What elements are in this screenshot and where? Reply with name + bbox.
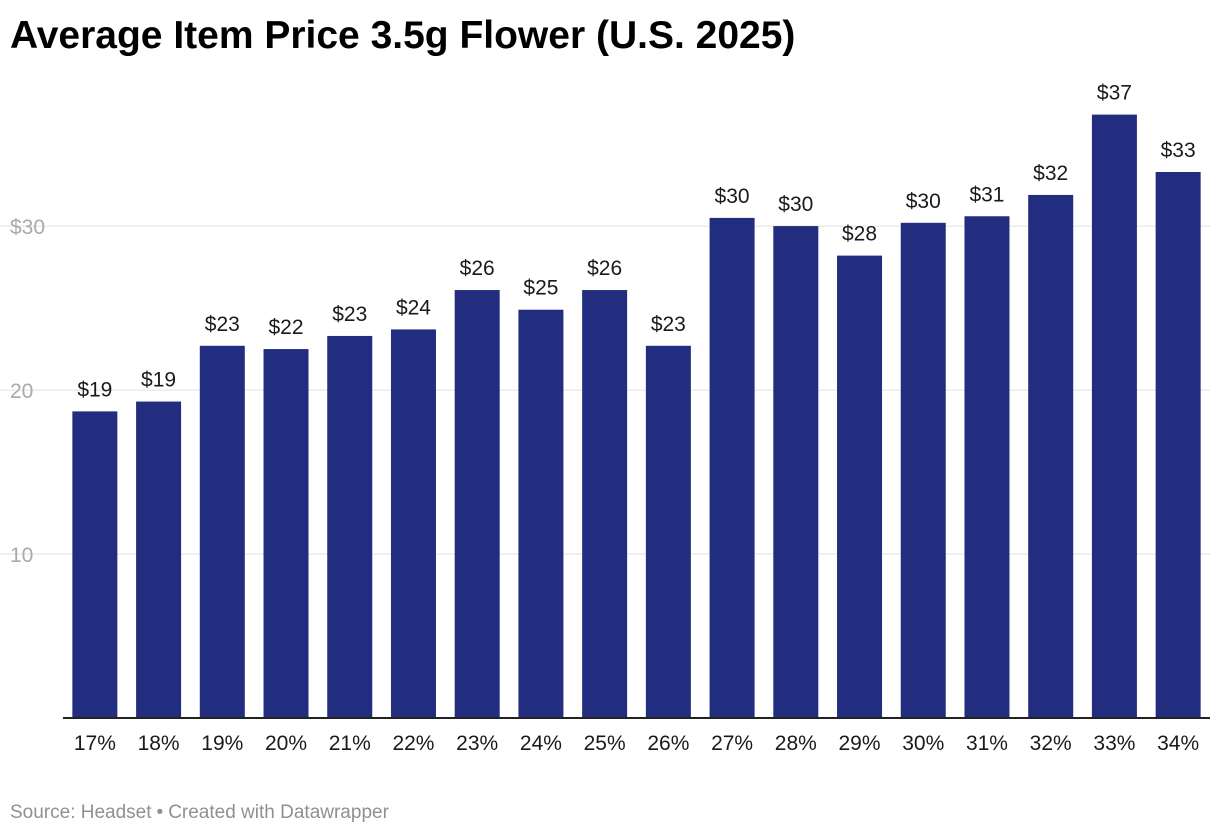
data-label-23%: $26 (460, 257, 495, 280)
data-label-33%: $37 (1097, 82, 1132, 105)
bar-22% (390, 329, 436, 718)
credit-note: Created with Datawrapper (168, 802, 389, 823)
x-tick-label-27%: 27% (711, 732, 753, 755)
x-tick-label-19%: 19% (201, 732, 243, 755)
bar-32% (1028, 194, 1074, 718)
bar-chart: 10 20 $30 $19 17% $19 18% $23 19% $22 20% $23 21% $24… (0, 82, 1210, 755)
x-tick-label-34%: 34% (1157, 732, 1199, 755)
x-tick-label-31%: 31% (966, 732, 1008, 755)
x-tick-label-18%: 18% (138, 732, 180, 755)
data-label-17%: $19 (77, 378, 112, 401)
y-tick-label-10: 10 (10, 544, 33, 567)
data-label-22%: $24 (396, 296, 431, 319)
data-label-32%: $32 (1033, 162, 1068, 185)
bar-26% (645, 345, 691, 718)
footer-separator: • (156, 802, 164, 823)
bar-33% (1091, 114, 1137, 719)
data-label-26%: $23 (651, 313, 686, 336)
source-note: Source: Headset (10, 802, 152, 823)
bar-19% (199, 345, 245, 718)
bar-31% (964, 216, 1010, 719)
x-tick-label-32%: 32% (1030, 732, 1072, 755)
x-tick-label-23%: 23% (456, 732, 498, 755)
bar-29% (837, 255, 883, 719)
bar-30% (900, 222, 946, 718)
data-label-34%: $33 (1161, 139, 1196, 162)
data-label-28%: $30 (778, 193, 813, 216)
x-tick-label-28%: 28% (775, 732, 817, 755)
bar-34% (1155, 171, 1201, 719)
bar-23% (454, 290, 500, 718)
chart-title: Average Item Price 3.5g Flower (U.S. 202… (10, 14, 796, 57)
x-tick-label-21%: 21% (329, 732, 371, 755)
bar-27% (709, 217, 755, 718)
x-tick-label-22%: 22% (392, 732, 434, 755)
x-tick-label-20%: 20% (265, 732, 307, 755)
data-label-31%: $31 (969, 183, 1004, 206)
data-label-30%: $30 (906, 190, 941, 213)
x-tick-label-30%: 30% (902, 732, 944, 755)
x-tick-label-33%: 33% (1093, 732, 1135, 755)
x-tick-label-25%: 25% (584, 732, 626, 755)
data-label-27%: $30 (715, 185, 750, 208)
bar-18% (136, 401, 182, 718)
x-tick-label-29%: 29% (839, 732, 881, 755)
bar-24% (518, 309, 564, 718)
data-label-29%: $28 (842, 223, 877, 246)
data-label-18%: $19 (141, 369, 176, 392)
data-label-21%: $23 (332, 303, 367, 326)
bar-21% (327, 335, 373, 718)
bar-17% (72, 411, 118, 718)
data-label-24%: $25 (523, 277, 558, 300)
y-tick-label-30: $30 (10, 216, 45, 239)
x-tick-label-24%: 24% (520, 732, 562, 755)
x-tick-label-26%: 26% (647, 732, 689, 755)
x-tick-label-17%: 17% (74, 732, 116, 755)
bar-20% (263, 349, 309, 718)
data-label-25%: $26 (587, 257, 622, 280)
y-tick-label-20: 20 (10, 380, 33, 403)
bar-25% (582, 290, 628, 718)
chart-footer: Source: Headset • Created with Datawrapper (10, 802, 389, 824)
bar-28% (773, 226, 819, 718)
data-label-20%: $22 (269, 316, 304, 339)
data-label-19%: $23 (205, 313, 240, 336)
